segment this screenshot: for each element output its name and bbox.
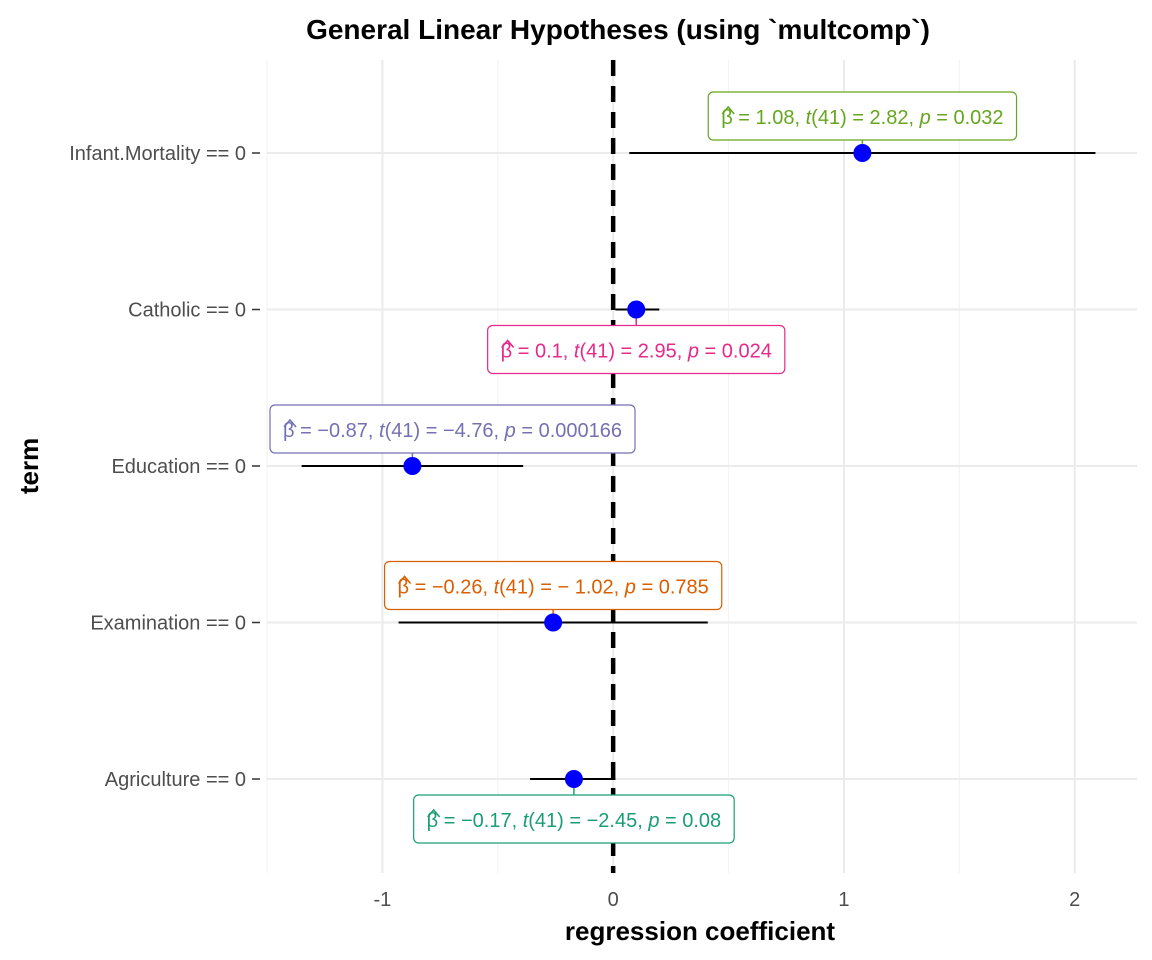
annotation-text: β = 1.08, t(41) = 2.82, p = 0.032 xyxy=(721,107,1003,129)
x-axis-title: regression coefficient xyxy=(565,916,836,946)
x-tick-label: 2 xyxy=(1069,889,1080,911)
y-tick-label: Infant.Mortality == 0 xyxy=(69,143,246,165)
hat-accent xyxy=(397,575,412,585)
y-tick-label: Agriculture == 0 xyxy=(105,769,246,791)
estimate-point xyxy=(544,613,563,632)
estimate-annotation: β = −0.26, t(41) = − 1.02, p = 0.785 xyxy=(383,560,723,614)
x-tick-label: 1 xyxy=(838,889,849,911)
annotation-text: β = 0.1, t(41) = 2.95, p = 0.024 xyxy=(501,341,772,363)
estimate-point xyxy=(403,457,422,475)
estimate-points xyxy=(403,144,872,788)
estimate-annotation: β = −0.87, t(41) = −4.76, p = 0.000166 xyxy=(269,404,636,457)
y-tick-label: Education == 0 xyxy=(111,456,246,478)
x-tick-label: 0 xyxy=(608,889,619,911)
annotation-text: β = −0.87, t(41) = −4.76, p = 0.000166 xyxy=(283,420,622,442)
estimate-point xyxy=(564,770,583,788)
estimate-annotation: β = 1.08, t(41) = 2.82, p = 0.032 xyxy=(707,91,1018,144)
annotation-text: β = −0.17, t(41) = −2.45, p = 0.08 xyxy=(427,810,722,832)
estimate-annotation: β = −0.17, t(41) = −2.45, p = 0.08 xyxy=(413,788,735,844)
estimate-annotation: β = 0.1, t(41) = 2.95, p = 0.024 xyxy=(487,318,786,375)
estimate-point xyxy=(853,144,872,162)
hat-accent xyxy=(721,105,735,115)
y-tick-label: Catholic == 0 xyxy=(128,300,246,322)
y-axis-title: term xyxy=(14,438,44,494)
estimate-point xyxy=(627,300,646,319)
estimate-annotations: β = 1.08, t(41) = 2.82, p = 0.032 β = 0.1… xyxy=(269,91,1018,844)
chart-title: General Linear Hypotheses (using `multco… xyxy=(306,14,930,45)
x-tick-label: -1 xyxy=(373,889,391,911)
hat-accent xyxy=(501,339,515,349)
axis-ticks: -1 0 1 2 Infant.Mortality == 0 Catholic == 0 E… xyxy=(69,143,1080,911)
annotation-text: β = −0.26, t(41) = − 1.02, p = 0.785 xyxy=(398,577,709,599)
annotation-box xyxy=(269,404,636,454)
hat-accent xyxy=(427,808,441,818)
y-tick-label: Examination == 0 xyxy=(90,613,246,635)
hat-accent xyxy=(283,418,297,428)
